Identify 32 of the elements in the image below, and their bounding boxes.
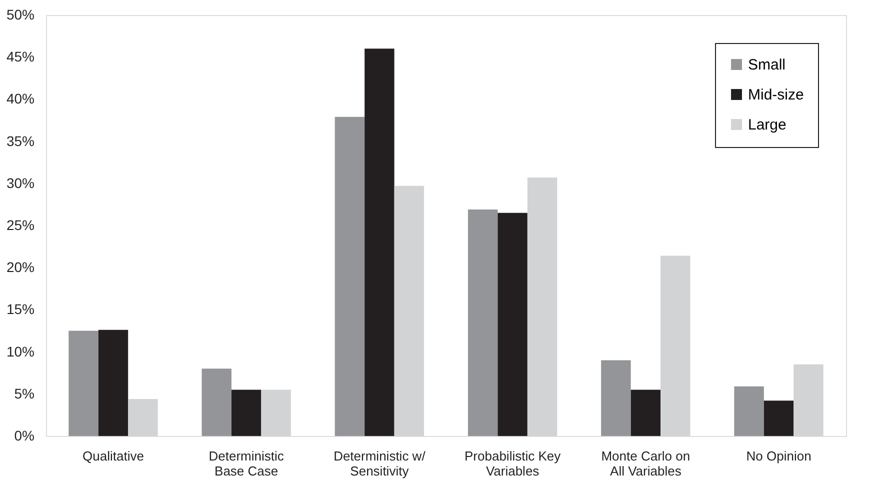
legend-label: Mid-size (748, 86, 804, 104)
bar (734, 386, 764, 436)
bar (202, 368, 232, 436)
bar (601, 360, 631, 436)
y-tick-label: 15% (6, 301, 34, 318)
x-tick-label: Deterministic w/ Sensitivity (334, 448, 426, 478)
bar (68, 330, 98, 436)
bar (498, 212, 528, 436)
bar (468, 210, 498, 436)
legend-label: Large (748, 116, 786, 134)
y-tick-label: 25% (6, 217, 34, 233)
y-tick-label: 40% (6, 90, 34, 107)
y-tick-label: 20% (6, 259, 34, 276)
x-tick-label: No Opinion (746, 448, 812, 464)
bar (231, 390, 262, 436)
x-tick-label: Qualitative (82, 448, 144, 464)
x-tick-label: Monte Carlo on All Variables (601, 448, 690, 478)
bar (764, 400, 794, 436)
legend-label: Small (748, 56, 786, 74)
y-tick-label: 45% (6, 48, 34, 65)
x-tick-label: Probabilistic Key Variables (464, 448, 562, 478)
bar (334, 116, 365, 436)
y-tick-label: 0% (14, 428, 34, 444)
y-tick-label: 30% (6, 174, 34, 191)
bar (98, 330, 128, 436)
bar (364, 48, 394, 436)
y-tick-label: 10% (6, 343, 34, 360)
y-tick-label: 5% (14, 385, 34, 402)
y-tick-label: 50% (6, 6, 34, 22)
x-tick-label: Deterministic Base Case (208, 448, 284, 478)
y-tick-label: 35% (6, 132, 34, 149)
bar (630, 390, 661, 436)
